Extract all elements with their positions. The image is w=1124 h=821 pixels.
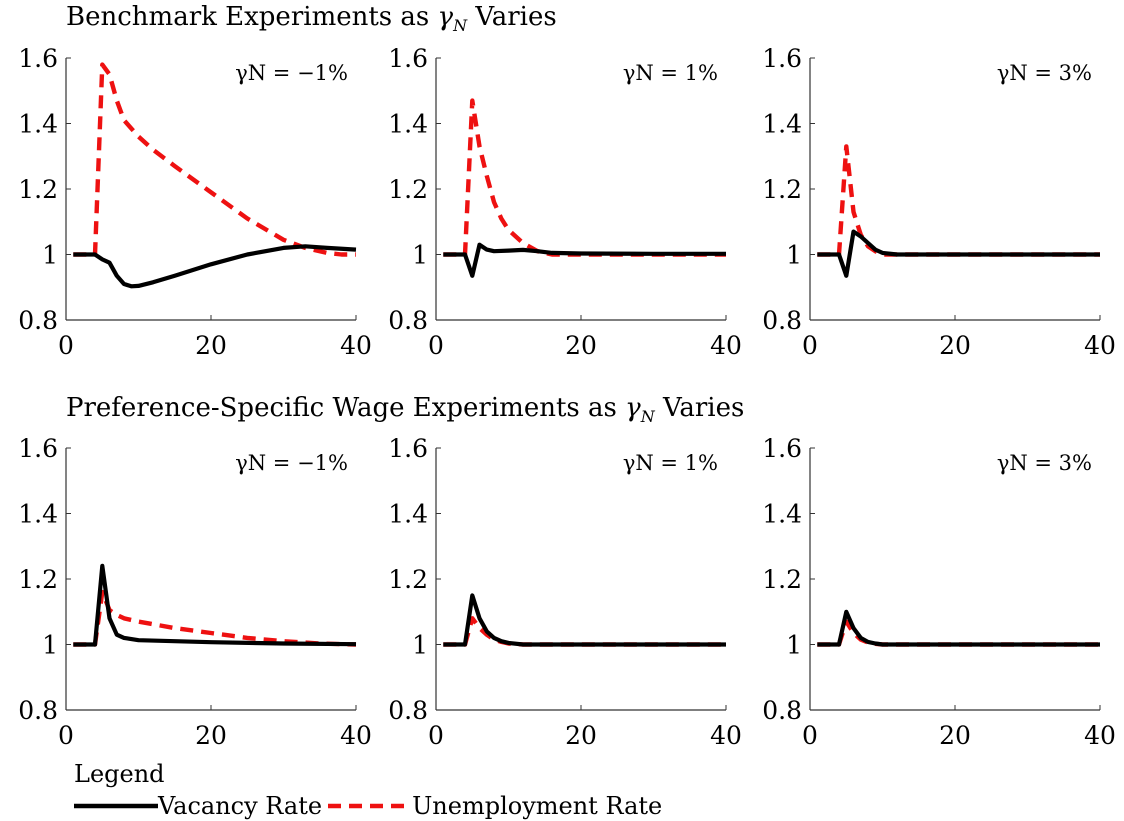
x-tick-label: 20 (565, 721, 597, 750)
y-tick-label: 1.4 (18, 500, 58, 529)
legend-item-unemployment: Unemployment Rate (412, 792, 663, 820)
y-tick-label: 1.4 (388, 110, 428, 139)
x-tick-label: 0 (58, 331, 74, 360)
legend-title: Legend (74, 760, 165, 788)
y-tick-label: 0.8 (388, 306, 428, 335)
series-line-vacancy (443, 242, 726, 278)
chart-panel-benchmark-1: 0.8 1 1.2 1.4 1.6 0 20 40 γN = 1% (388, 44, 742, 360)
y-tick-label: 1 (42, 241, 58, 270)
row-title-suffix: Varies (475, 2, 557, 32)
legend-row: Vacancy Rate Unemployment Rate (74, 792, 662, 820)
y-tick-label: 0.8 (18, 696, 58, 725)
y-tick-label: 1.2 (762, 565, 802, 594)
y-tick-label: 0.8 (762, 306, 802, 335)
x-tick-label: 20 (195, 331, 227, 360)
row-title-prefix: Benchmark Experiments as (66, 2, 430, 32)
row-title-preference: Preference-Specific Wage Experiments as … (66, 393, 744, 426)
x-tick-label: 20 (939, 331, 971, 360)
y-tick-label: 0.8 (388, 696, 428, 725)
gamma-symbol: γN (437, 2, 468, 36)
gamma-symbol: γN (625, 393, 655, 427)
chart-panel-preference-1: 0.8 1 1.2 1.4 1.6 0 20 40 γN = 1% (388, 434, 742, 750)
series-line-vacancy (443, 593, 726, 647)
y-tick-label: 1 (412, 241, 428, 270)
series-line-vacancy (817, 229, 1100, 278)
panel-annotation: γN = 3% (997, 61, 1092, 85)
y-tick-label: 1.4 (762, 500, 802, 529)
y-tick-label: 1.4 (18, 110, 58, 139)
x-tick-label: 40 (340, 721, 372, 750)
x-tick-label: 20 (939, 721, 971, 750)
chart-panel-preference-3: 0.8 1 1.2 1.4 1.6 0 20 40 γN = 3% (762, 434, 1116, 750)
x-tick-label: 20 (195, 721, 227, 750)
x-tick-label: 0 (428, 331, 444, 360)
y-tick-label: 1.6 (18, 434, 58, 463)
row-title-prefix: Preference-Specific Wage Experiments as (66, 393, 617, 423)
series-line-vacancy (73, 563, 357, 647)
y-tick-label: 1.6 (762, 44, 802, 73)
panel-annotation: γN = −1% (235, 61, 348, 85)
x-tick-label: 40 (1084, 721, 1116, 750)
series-line-vacancy (817, 609, 1100, 647)
y-tick-label: 0.8 (18, 306, 58, 335)
y-tick-label: 1.2 (762, 175, 802, 204)
y-tick-label: 0.8 (762, 696, 802, 725)
panel-annotation: γN = 1% (623, 61, 718, 85)
y-tick-label: 1.6 (762, 434, 802, 463)
y-tick-label: 1 (786, 631, 802, 660)
x-tick-label: 40 (710, 331, 742, 360)
panel-annotation: γN = 1% (623, 451, 718, 475)
y-tick-label: 1.6 (388, 434, 428, 463)
chart-panel-preference-neg1: 0.8 1 1.2 1.4 1.6 0 20 40 γN = −1% (18, 434, 372, 750)
x-tick-label: 20 (565, 331, 597, 360)
x-tick-label: 40 (1084, 331, 1116, 360)
y-tick-label: 1.6 (388, 44, 428, 73)
series-line-vacancy (73, 244, 357, 289)
chart-panel-benchmark-3: 0.8 1 1.2 1.4 1.6 0 20 40 γN = 3% (762, 44, 1116, 360)
y-tick-label: 1.6 (18, 44, 58, 73)
legend: Legend Vacancy Rate Unemployment Rate (74, 760, 662, 820)
row-title-benchmark: Benchmark Experiments as γN Varies (66, 2, 557, 35)
series-line-unemployment (443, 98, 726, 257)
chart-panel-benchmark-neg1: 0.8 1 1.2 1.4 1.6 0 20 40 γN = −1% (18, 44, 372, 360)
series-line-unemployment (73, 62, 356, 257)
row-title-suffix: Varies (662, 393, 745, 423)
y-tick-label: 1.2 (388, 565, 428, 594)
panel-annotation: γN = −1% (235, 451, 348, 475)
y-tick-label: 1.4 (762, 110, 802, 139)
legend-item-vacancy: Vacancy Rate (158, 792, 323, 820)
x-tick-label: 0 (802, 331, 818, 360)
x-tick-label: 40 (340, 331, 372, 360)
y-tick-label: 1 (786, 241, 802, 270)
y-tick-label: 1.2 (18, 565, 58, 594)
legend-swatch-unemployment (328, 803, 413, 809)
y-tick-label: 1 (412, 631, 428, 660)
x-tick-label: 0 (58, 721, 74, 750)
y-tick-label: 1.4 (388, 500, 428, 529)
panel-annotation: γN = 3% (997, 451, 1092, 475)
series-line-unemployment (73, 589, 357, 647)
x-tick-label: 0 (802, 721, 818, 750)
y-tick-label: 1.2 (388, 175, 428, 204)
x-tick-label: 40 (710, 721, 742, 750)
y-tick-label: 1.2 (18, 175, 58, 204)
legend-swatch-vacancy (74, 803, 158, 809)
y-tick-label: 1 (42, 631, 58, 660)
x-tick-label: 0 (428, 721, 444, 750)
